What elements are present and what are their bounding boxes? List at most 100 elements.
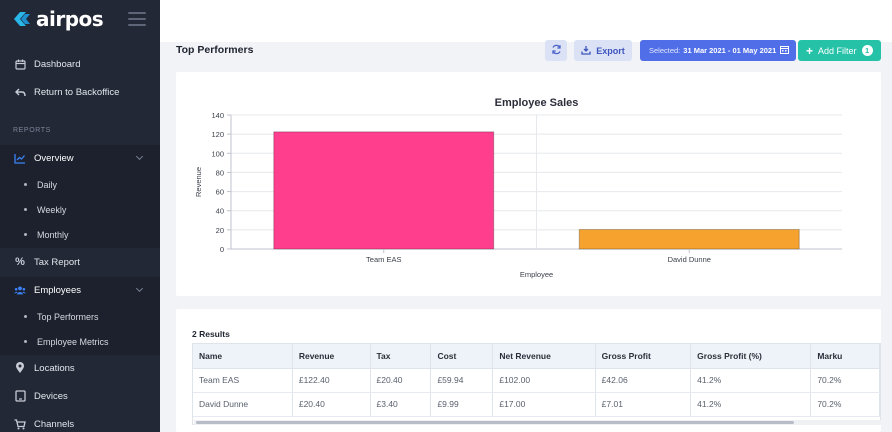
- horizontal-scrollbar[interactable]: [194, 420, 881, 425]
- cell-markup: 70.2%: [810, 368, 880, 393]
- cell-gross-profit: £42.06: [595, 368, 692, 393]
- sidebar-item-return[interactable]: Return to Backoffice: [0, 79, 160, 105]
- sidebar-item-employees[interactable]: Employees: [0, 277, 160, 303]
- cell-tax: £20.40: [370, 368, 432, 393]
- sidebar-item-label: Channels: [34, 418, 75, 430]
- cell-cost: £59.94: [430, 368, 494, 393]
- filter-count-badge: 1: [861, 45, 873, 56]
- results-count: 2 Results: [192, 329, 230, 339]
- column-header-tax[interactable]: Tax: [370, 344, 432, 369]
- reply-arrow-icon: [14, 86, 26, 98]
- cell-name: Team EAS: [193, 368, 293, 393]
- sidebar-item-tax-report[interactable]: % Tax Report: [0, 249, 160, 275]
- sidebar: airpos Dashboard Return to Backoffice RE…: [0, 0, 160, 432]
- tablet-icon: [14, 390, 26, 402]
- calendar-icon: [14, 58, 26, 70]
- column-header-revenue[interactable]: Revenue: [292, 344, 371, 369]
- chevron-down-icon: [135, 284, 144, 293]
- cart-icon: [14, 418, 26, 430]
- sidebar-subitem-label: Monthly: [37, 229, 69, 240]
- top-bar: [160, 0, 892, 42]
- table-row[interactable]: Team EAS £122.40 £20.40 £59.94 £102.00 £…: [193, 368, 880, 393]
- cell-tax: £3.40: [370, 392, 432, 417]
- export-label: Export: [596, 45, 625, 56]
- add-filter-label: Add Filter: [818, 45, 857, 56]
- sidebar-subitem-daily[interactable]: Daily: [0, 172, 160, 197]
- add-filter-button[interactable]: + Add Filter 1: [798, 40, 881, 61]
- bar-0: [273, 131, 495, 250]
- cell-revenue: £20.40: [292, 392, 371, 417]
- cell-net-revenue: £102.00: [492, 368, 596, 393]
- bar-1: [578, 228, 800, 250]
- y-tick-label: 0: [220, 245, 224, 254]
- sidebar-subitem-label: Top Performers: [37, 311, 99, 322]
- employee-sales-chart: Employee Sales 0 20 40 60 80 100 120 140 Team EAS…: [194, 97, 842, 279]
- sidebar-subitem-weekly[interactable]: Weekly: [0, 197, 160, 222]
- date-range-button[interactable]: Selected: 31 Mar 2021 - 01 May 2021: [640, 40, 796, 61]
- cell-revenue: £122.40: [292, 368, 371, 393]
- column-header-markup[interactable]: Marku: [810, 344, 880, 369]
- sidebar-subitem-top-performers[interactable]: Top Performers: [0, 304, 160, 329]
- table-row[interactable]: David Dunne £20.40 £3.40 £9.99 £17.00 £7…: [193, 392, 880, 417]
- cell-gross-profit-pct: 41.2%: [690, 392, 812, 417]
- sidebar-item-channels[interactable]: Channels: [0, 411, 160, 432]
- overview-group-bg: [0, 145, 160, 248]
- y-tick-label: 80: [216, 168, 224, 177]
- chevron-down-icon: [135, 152, 144, 161]
- refresh-icon: [551, 44, 562, 57]
- column-header-name[interactable]: Name: [193, 344, 293, 369]
- y-tick-label: 60: [216, 188, 224, 197]
- y-tick-label: 20: [216, 226, 224, 235]
- column-header-gross-profit-pct[interactable]: Gross Profit (%): [690, 344, 812, 369]
- refresh-button[interactable]: [545, 40, 567, 61]
- menu-toggle-icon[interactable]: [128, 12, 146, 26]
- table-header-row: Name Revenue Tax Cost Net Revenue Gross …: [193, 344, 880, 369]
- column-header-cost[interactable]: Cost: [430, 344, 494, 369]
- percent-icon: %: [15, 256, 25, 268]
- x-tick-label: Team EAS: [366, 255, 401, 264]
- sidebar-item-label: Overview: [34, 152, 74, 164]
- date-prefix: Selected:: [649, 46, 681, 55]
- column-header-gross-profit[interactable]: Gross Profit: [595, 344, 692, 369]
- plus-icon: +: [806, 43, 814, 58]
- bullet-icon: [24, 340, 27, 343]
- sidebar-item-label: Employees: [34, 284, 81, 296]
- results-table: Name Revenue Tax Cost Net Revenue Gross …: [193, 344, 880, 417]
- page-title: Top Performers: [176, 44, 254, 56]
- column-header-net-revenue[interactable]: Net Revenue: [492, 344, 596, 369]
- x-axis-label: Employee: [520, 270, 553, 279]
- scrollbar-thumb[interactable]: [196, 421, 794, 424]
- cell-gross-profit: £7.01: [595, 392, 692, 417]
- export-button[interactable]: Export: [574, 40, 632, 61]
- calendar-icon: [780, 45, 790, 56]
- sidebar-item-overview[interactable]: Overview: [0, 145, 160, 171]
- cell-name: David Dunne: [193, 392, 293, 417]
- y-tick-label: 120: [211, 130, 224, 139]
- date-range-value: 31 Mar 2021 - 01 May 2021: [683, 46, 777, 55]
- chart-title: Employee Sales: [495, 97, 579, 109]
- bullet-icon: [24, 208, 27, 211]
- sidebar-subitem-employee-metrics[interactable]: Employee Metrics: [0, 329, 160, 354]
- sidebar-subitem-label: Daily: [37, 179, 58, 190]
- cell-cost: £9.99: [430, 392, 494, 417]
- sidebar-item-label: Locations: [34, 362, 75, 374]
- bullet-icon: [24, 183, 27, 186]
- sidebar-item-label: Devices: [34, 390, 68, 402]
- sidebar-item-devices[interactable]: Devices: [0, 383, 160, 409]
- sidebar-subitem-monthly[interactable]: Monthly: [0, 222, 160, 247]
- sidebar-item-locations[interactable]: Locations: [0, 355, 160, 381]
- y-tick-label: 140: [211, 111, 224, 120]
- y-tick-label: 40: [216, 207, 224, 216]
- bullet-icon: [24, 233, 27, 236]
- cell-markup: 70.2%: [810, 392, 880, 417]
- chart-card: Employee Sales 0 20 40 60 80 100 120 140 Team EAS…: [176, 72, 881, 296]
- sidebar-item-dashboard[interactable]: Dashboard: [0, 51, 160, 77]
- logo-mark-icon: [12, 9, 32, 29]
- sidebar-subitem-label: Weekly: [37, 204, 67, 215]
- download-icon: [581, 45, 591, 57]
- sidebar-item-label: Tax Report: [34, 256, 80, 268]
- logo[interactable]: airpos: [12, 7, 104, 31]
- bullet-icon: [24, 315, 27, 318]
- y-tick-label: 100: [211, 149, 224, 158]
- y-axis-label: Revenue: [194, 167, 203, 197]
